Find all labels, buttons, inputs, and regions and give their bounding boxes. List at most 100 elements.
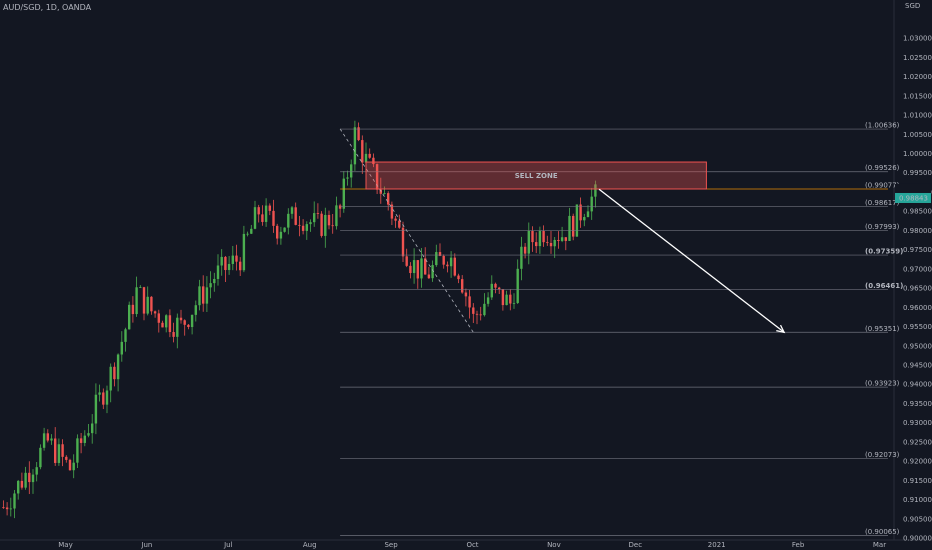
candle-body[interactable]	[79, 438, 83, 443]
candle-body[interactable]	[183, 320, 186, 325]
candle-body[interactable]	[213, 278, 216, 284]
candle-body[interactable]	[331, 225, 334, 227]
candle-body[interactable]	[13, 493, 16, 509]
candle-body[interactable]	[431, 265, 434, 279]
candle-body[interactable]	[87, 433, 90, 436]
candle-body[interactable]	[142, 287, 146, 314]
candle-body[interactable]	[383, 193, 386, 194]
candle-body[interactable]	[364, 153, 368, 163]
candle-body[interactable]	[305, 224, 308, 231]
candle-body[interactable]	[490, 283, 493, 298]
candle-body[interactable]	[472, 307, 475, 314]
candle-body[interactable]	[509, 294, 512, 304]
candle-body[interactable]	[464, 292, 468, 297]
candle-body[interactable]	[468, 296, 471, 308]
candle-body[interactable]	[17, 480, 20, 494]
candle-body[interactable]	[416, 260, 419, 279]
candle-body[interactable]	[279, 231, 283, 239]
candle-body[interactable]	[268, 205, 271, 211]
candle-body[interactable]	[572, 215, 575, 237]
candle-body[interactable]	[590, 196, 593, 212]
candle-body[interactable]	[31, 474, 35, 483]
candle-body[interactable]	[168, 315, 172, 333]
candle-body[interactable]	[461, 279, 464, 293]
candle-body[interactable]	[579, 204, 582, 221]
candle-body[interactable]	[276, 225, 279, 239]
candle-body[interactable]	[575, 204, 579, 237]
candle-body[interactable]	[35, 467, 38, 475]
candle-body[interactable]	[586, 211, 590, 218]
candle-body[interactable]	[553, 239, 556, 247]
candle-body[interactable]	[546, 242, 549, 243]
candle-body[interactable]	[479, 314, 482, 316]
candle-body[interactable]	[494, 283, 497, 288]
candle-body[interactable]	[76, 438, 79, 463]
candle-body[interactable]	[520, 246, 523, 269]
sell-zone-box[interactable]	[365, 161, 707, 190]
candle-body[interactable]	[187, 324, 190, 328]
candle-body[interactable]	[246, 233, 249, 235]
candle-body[interactable]	[375, 164, 379, 190]
candle-body[interactable]	[512, 302, 516, 304]
candle-body[interactable]	[583, 217, 586, 221]
candle-body[interactable]	[427, 274, 431, 279]
candle-body[interactable]	[283, 227, 286, 232]
candle-body[interactable]	[9, 508, 12, 510]
candle-body[interactable]	[261, 214, 264, 222]
candle-body[interactable]	[224, 256, 227, 271]
candle-body[interactable]	[216, 265, 220, 279]
candle-body[interactable]	[446, 264, 449, 267]
candle-body[interactable]	[57, 444, 61, 463]
candle-body[interactable]	[227, 263, 231, 271]
candle-body[interactable]	[179, 317, 183, 321]
candle-body[interactable]	[198, 286, 201, 306]
candle-body[interactable]	[231, 255, 234, 264]
candle-body[interactable]	[257, 207, 260, 215]
candle-body[interactable]	[124, 329, 127, 342]
candle-body[interactable]	[235, 255, 238, 262]
candle-body[interactable]	[165, 315, 168, 328]
candle-body[interactable]	[113, 366, 116, 380]
candle-body[interactable]	[501, 289, 505, 306]
candle-body[interactable]	[435, 252, 438, 266]
candle-body[interactable]	[139, 287, 142, 288]
candle-body[interactable]	[560, 237, 564, 241]
candle-body[interactable]	[309, 222, 312, 225]
candle-body[interactable]	[327, 214, 331, 226]
candle-body[interactable]	[453, 257, 456, 276]
candle-body[interactable]	[424, 258, 427, 275]
candle-body[interactable]	[342, 178, 345, 209]
candle-body[interactable]	[409, 265, 412, 274]
candle-body[interactable]	[239, 261, 242, 271]
candle-body[interactable]	[516, 268, 519, 303]
candle-body[interactable]	[190, 314, 194, 328]
candle-body[interactable]	[94, 394, 98, 424]
candle-body[interactable]	[54, 438, 57, 463]
candle-body[interactable]	[42, 433, 46, 448]
candle-body[interactable]	[72, 462, 75, 471]
candle-body[interactable]	[335, 205, 338, 227]
candle-body[interactable]	[353, 127, 357, 165]
candle-body[interactable]	[542, 230, 545, 243]
candle-body[interactable]	[346, 177, 349, 179]
candle-body[interactable]	[316, 213, 320, 214]
candle-body[interactable]	[272, 210, 275, 226]
candle-body[interactable]	[65, 456, 68, 460]
candle-body[interactable]	[475, 313, 479, 315]
candle-body[interactable]	[61, 444, 64, 457]
candle-body[interactable]	[116, 354, 120, 380]
candle-body[interactable]	[2, 507, 5, 509]
candle-body[interactable]	[387, 193, 390, 205]
candle-body[interactable]	[194, 305, 197, 315]
candle-body[interactable]	[357, 127, 360, 141]
candle-body[interactable]	[361, 140, 364, 163]
candle-body[interactable]	[401, 227, 405, 257]
candle-body[interactable]	[298, 224, 301, 226]
candle-body[interactable]	[287, 213, 290, 228]
candle-body[interactable]	[535, 242, 538, 247]
candle-body[interactable]	[557, 239, 560, 241]
candle-body[interactable]	[39, 447, 42, 468]
candle-body[interactable]	[531, 230, 534, 243]
candle-body[interactable]	[150, 296, 153, 312]
